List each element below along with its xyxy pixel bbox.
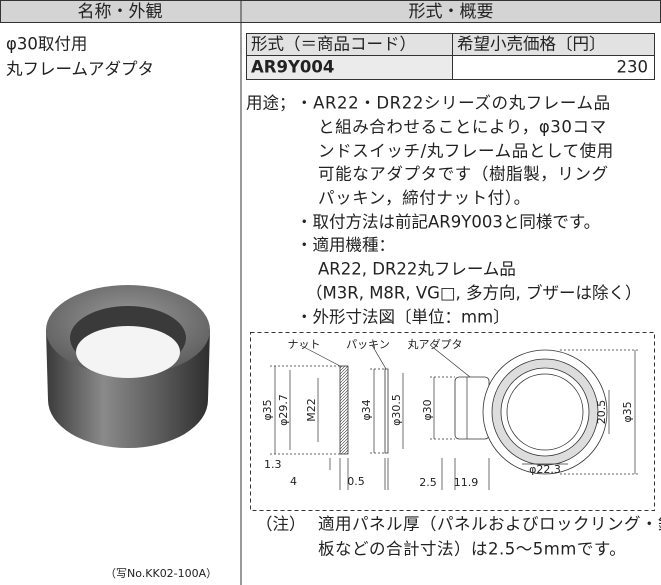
dimension: 0.5 <box>347 475 365 488</box>
dimension: φ35 <box>621 401 634 422</box>
usage-line: ・外形寸法図〔単位：mm〕 <box>296 308 510 327</box>
dimension: 11.9 <box>454 476 479 489</box>
usage-label: 用途； <box>246 94 296 113</box>
usage-line: と組み合わせることにより，φ30コマ <box>318 118 607 137</box>
dimension: 1.3 <box>264 458 282 471</box>
model-code: AR9Y004 <box>251 58 334 77</box>
product-name: 丸フレームアダプタ <box>6 60 154 79</box>
price-table-cell <box>452 55 655 80</box>
usage-line: ・取付方法は前記AR9Y003と同様です。 <box>296 213 600 232</box>
dimension: 2.5 <box>419 476 437 489</box>
part-label: ナット <box>288 338 321 351</box>
note-line: 適用パネル厚（パネルおよびロックリング・銘 <box>318 515 661 534</box>
header-name: 名称・外観 <box>78 2 163 22</box>
diagram-frame <box>250 332 655 511</box>
header-spec: 形式・概要 <box>409 2 494 22</box>
diagram-drawing <box>270 344 640 490</box>
dimension: φ30.5 <box>390 394 403 426</box>
dimension: φ35 <box>261 399 274 420</box>
dimension: M22 <box>305 398 318 422</box>
dimension: φ29.7 <box>277 394 290 426</box>
usage-line: ・AR22・DR22シリーズの丸フレーム品 <box>296 94 611 113</box>
price-table-heading: 形式（＝商品コード） <box>251 35 416 54</box>
usage-line: ンドスイッチ/丸フレーム品として使用 <box>318 142 614 161</box>
part-label: 丸アダプタ <box>408 337 463 351</box>
product-name: φ30取付用 <box>6 35 87 54</box>
usage-line: （M3R, M8R, VG□, 多方向, ブザーは除く） <box>306 283 642 303</box>
usage-line: AR22, DR22丸フレーム品 <box>318 260 516 279</box>
dimension: φ34 <box>360 399 373 420</box>
part-label: パッキン <box>346 338 390 351</box>
price-table-heading: 希望小売価格〔円〕 <box>457 35 606 54</box>
price: 230 <box>617 58 649 77</box>
photo-caption: （写No.KK02-100A） <box>105 567 217 580</box>
dimension: 4 <box>290 475 297 488</box>
dimension: φ22.3 <box>529 463 561 476</box>
usage-line: ・適用機種： <box>296 236 395 255</box>
dimension: φ30 <box>421 399 434 420</box>
usage-line: パッキン，締付ナット付）。 <box>318 189 531 208</box>
note-line: 板などの合計寸法）は2.5〜5mmです。 <box>318 540 626 559</box>
usage-line: 可能なアダプタです（樹脂製，リング <box>318 165 609 184</box>
dimension: 20.5 <box>595 400 608 425</box>
product-photo <box>46 285 210 448</box>
note-label: （注） <box>256 515 306 534</box>
